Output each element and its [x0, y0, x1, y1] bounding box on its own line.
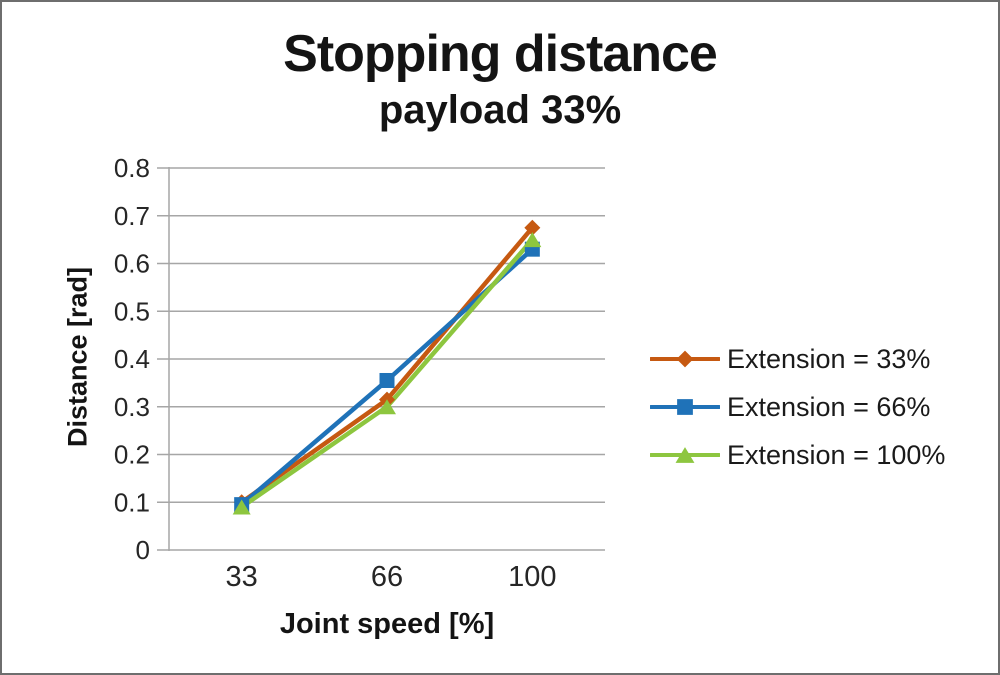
data-point-diamond [524, 219, 541, 236]
y-tick-label: 0.4 [114, 344, 150, 374]
data-point-triangle [232, 499, 251, 515]
legend: Extension = 33% Extension = 66% Extensio… [650, 335, 945, 479]
y-tick-label: 0.5 [114, 296, 150, 326]
y-tick-label: 0.3 [114, 392, 150, 422]
chart-title: Stopping distance [283, 25, 718, 83]
legend-item-extension-66: Extension = 66% [650, 383, 945, 431]
legend-item-extension-33: Extension = 33% [650, 335, 945, 383]
y-tick-label: 0 [136, 535, 150, 565]
legend-label: Extension = 100% [727, 439, 946, 470]
x-tick-label: 100 [508, 561, 556, 593]
legend-marker-square-icon [650, 399, 720, 415]
legend-marker-diamond-icon [650, 350, 720, 368]
y-tick-label: 0.2 [114, 440, 150, 470]
legend-marker-triangle-icon [650, 447, 720, 463]
legend-label: Extension = 33% [727, 343, 931, 374]
y-tick-label: 0.6 [114, 249, 150, 279]
legend-item-extension-100: Extension = 100% [650, 431, 945, 479]
y-tick-label: 0.7 [114, 201, 150, 231]
x-tick-label: 33 [226, 561, 258, 593]
series-line-0 [239, 225, 535, 505]
chart-subtitle: payload 33% [378, 88, 622, 132]
y-axis-title: Distance [rad] [62, 266, 93, 448]
y-tick-label: 0.1 [114, 487, 150, 517]
y-tick-label: 0.8 [114, 153, 150, 183]
x-tick-label: 66 [371, 561, 403, 593]
data-point-triangle [523, 232, 542, 248]
data-point-square [379, 372, 395, 388]
legend-label: Extension = 66% [727, 391, 931, 422]
data-point-triangle [378, 399, 396, 415]
x-axis-title: Joint speed [%] [279, 608, 495, 640]
